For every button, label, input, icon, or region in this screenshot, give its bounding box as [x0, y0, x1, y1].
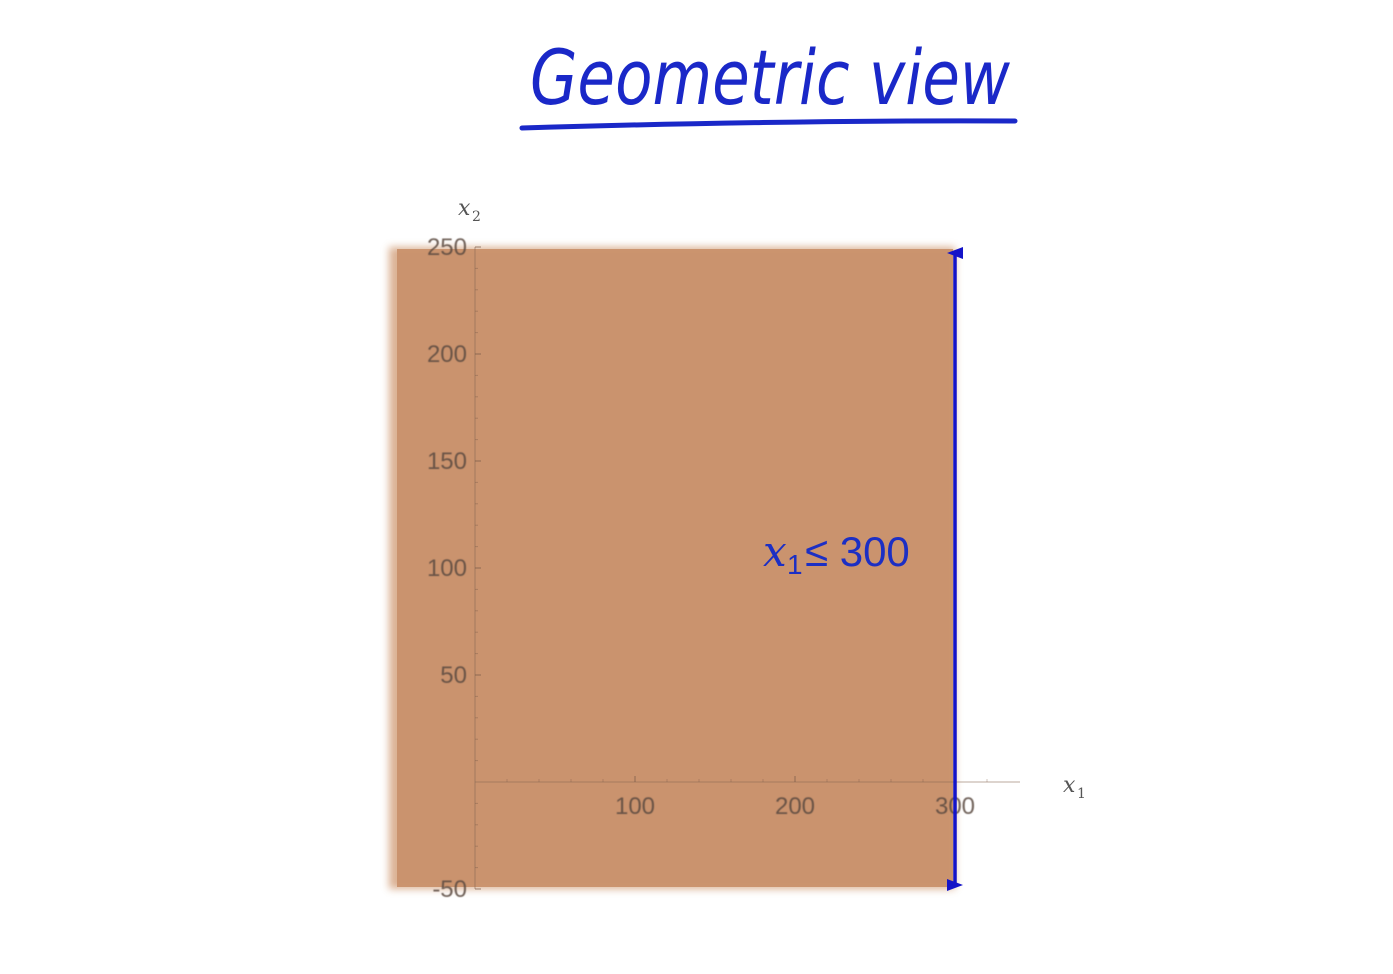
x-axis-label-sub: 1 [1077, 786, 1086, 802]
feasible-region-layer [389, 247, 955, 889]
page-title: Geometric view [530, 33, 1011, 122]
y-tick-label: 200 [427, 341, 467, 368]
y-axis-label: x [458, 196, 471, 221]
y-tick-label: 100 [427, 555, 467, 582]
x-tick-label: 200 [775, 793, 815, 820]
feasible-region [397, 249, 953, 887]
x-tick-label: 100 [615, 793, 655, 820]
y-tick-label: -50 [432, 876, 467, 903]
y-tick-label: 250 [427, 234, 467, 261]
y-tick-label: 150 [427, 448, 467, 475]
constraint-label-var: x [763, 527, 787, 576]
x-axis-label: x [1063, 773, 1076, 798]
constraint-label-sub: 1 [787, 549, 803, 580]
axes-layer: -5050100150200250100200300x1x2 [427, 196, 1086, 903]
y-axis-label-sub: 2 [472, 209, 481, 225]
constraint-label-rest: ≤ 300 [805, 528, 910, 575]
y-tick-label: 50 [440, 662, 467, 689]
title-underline [519, 118, 1018, 131]
